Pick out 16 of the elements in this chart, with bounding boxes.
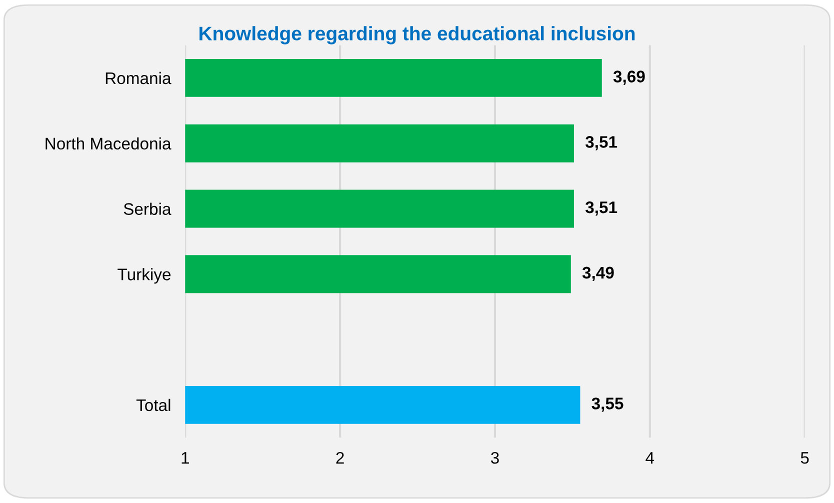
x-tick-label: 5 (800, 452, 809, 464)
y-tick-label: Total (136, 398, 170, 412)
data-label: 3,69 (613, 70, 645, 85)
data-label: 3,51 (585, 201, 618, 216)
y-tick-label: Serbia (124, 202, 172, 215)
data-label: 3,55 (592, 398, 624, 412)
chart-title: Knowledge regarding the educational inclusion (200, 26, 635, 44)
y-tick-label: North Macedonia (46, 137, 172, 150)
y-tick-label: Turkiye (118, 268, 171, 284)
data-label: 3,49 (582, 266, 614, 282)
y-tick-label: Romania (106, 72, 172, 84)
x-tick-label: 1 (182, 452, 189, 464)
data-label: 3,51 (585, 136, 618, 150)
x-tick-label: 4 (646, 452, 654, 464)
x-tick-label: 3 (490, 452, 499, 464)
x-tick-label: 2 (336, 452, 344, 464)
